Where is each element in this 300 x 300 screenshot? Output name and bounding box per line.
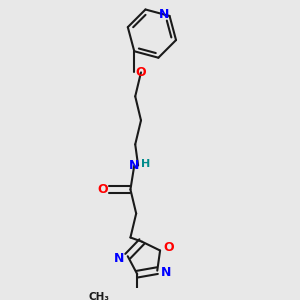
Text: CH₃: CH₃ <box>88 292 110 300</box>
Text: N: N <box>161 266 171 279</box>
Text: N: N <box>114 252 124 265</box>
Text: O: O <box>97 183 108 196</box>
Text: O: O <box>164 241 174 254</box>
Text: H: H <box>141 159 150 169</box>
Text: N: N <box>159 8 169 20</box>
Text: O: O <box>136 66 146 79</box>
Text: N: N <box>129 159 140 172</box>
